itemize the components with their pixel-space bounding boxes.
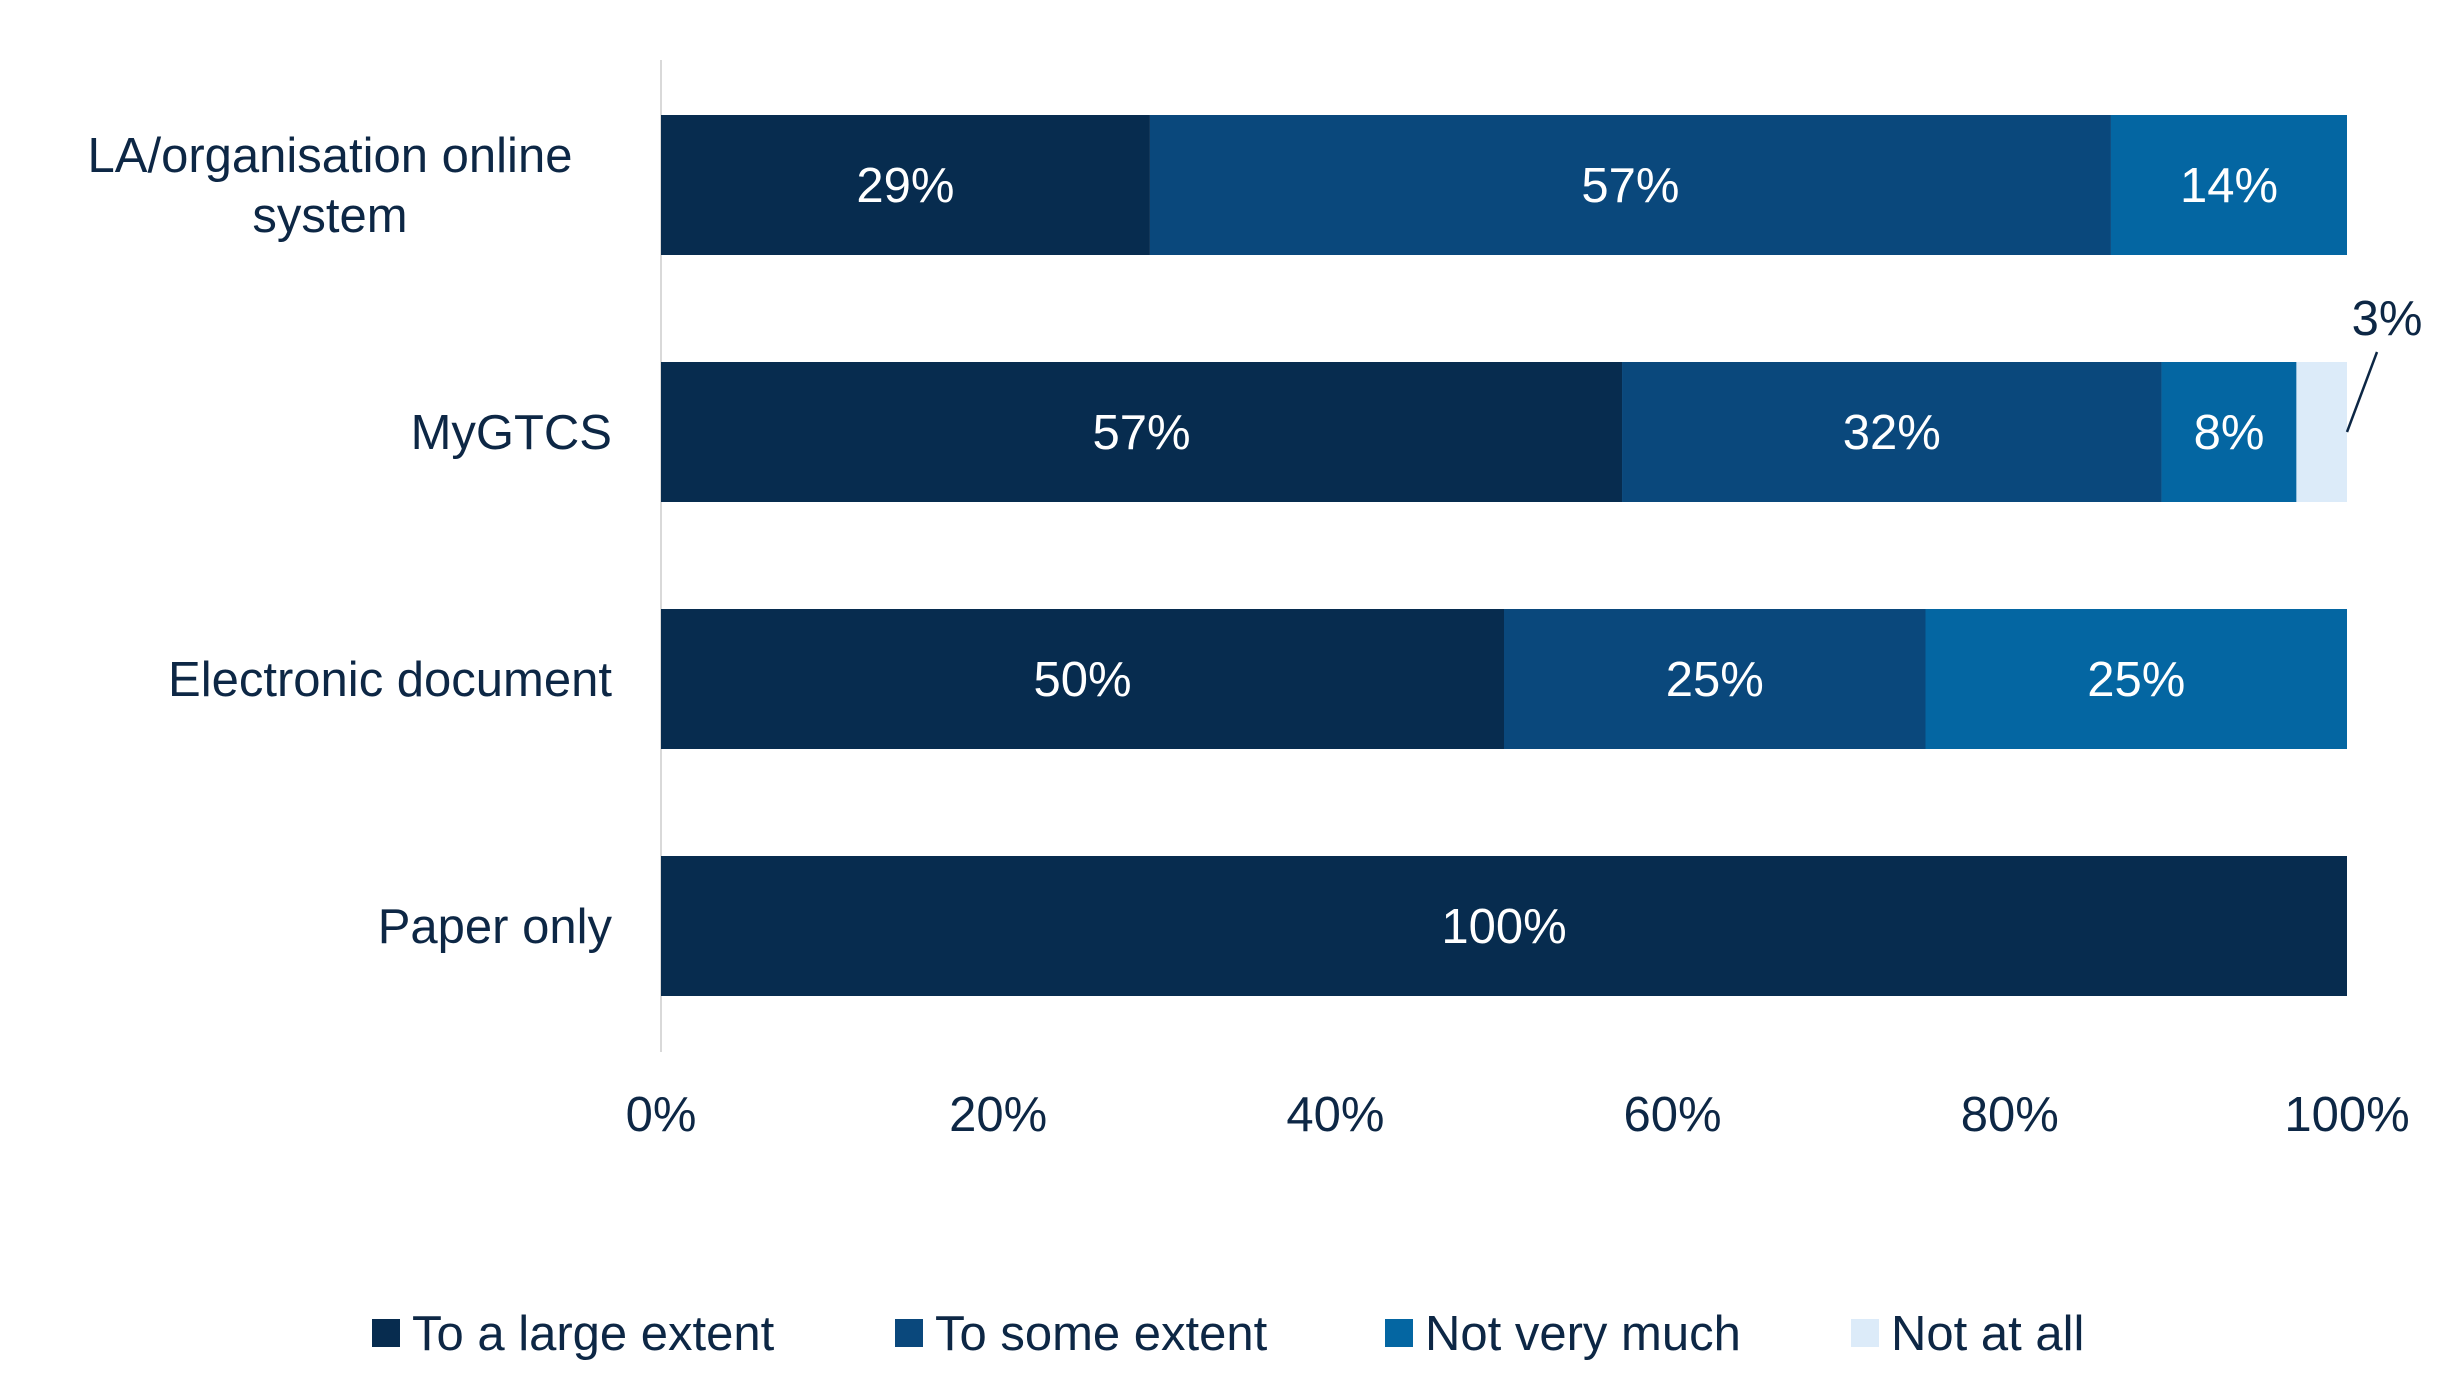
- data-label-leader-line: [2345, 351, 2379, 433]
- bar-segments: 29% 57% 14% 57% 32% 8% 3% 50% 25% 25% 100%: [661, 115, 2422, 996]
- legend-label: To some extent: [935, 1307, 1268, 1361]
- data-label: 50%: [1033, 653, 1131, 707]
- bar-segment: [1504, 609, 1926, 749]
- data-label: 14%: [2180, 159, 2278, 213]
- bar-segment: [2296, 362, 2347, 502]
- data-label: 57%: [1092, 406, 1190, 460]
- x-tick-label: 60%: [1624, 1088, 1722, 1142]
- bar-segment: [661, 609, 1504, 749]
- bar-segment: [2110, 115, 2347, 255]
- category-label: Paper only: [378, 900, 613, 954]
- data-label: 8%: [2194, 406, 2265, 460]
- legend-swatch: [895, 1319, 923, 1347]
- data-label: 3%: [2352, 292, 2423, 346]
- bar-segment: [661, 115, 1150, 255]
- legend-swatch: [1385, 1319, 1413, 1347]
- data-label: 25%: [2087, 653, 2185, 707]
- x-tick-label: 20%: [949, 1088, 1047, 1142]
- legend-label: Not at all: [1891, 1307, 2084, 1361]
- bar-segment: [1925, 609, 2347, 749]
- bar-segment: [661, 362, 1623, 502]
- data-label: 57%: [1581, 159, 1679, 213]
- category-label: LA/organisation online system: [88, 129, 573, 243]
- bar-segment: [2161, 362, 2297, 502]
- x-tick-label: 0%: [626, 1088, 697, 1142]
- bar-segment: [1622, 362, 2162, 502]
- category-labels: LA/organisation online system MyGTCS Electr…: [88, 129, 613, 954]
- bar-segment: [1149, 115, 2111, 255]
- legend-label: To a large extent: [412, 1307, 775, 1361]
- legend-label: Not very much: [1425, 1307, 1741, 1361]
- legend: To a large extent To some extent Not very …: [372, 1307, 2084, 1361]
- data-label: 25%: [1666, 653, 1764, 707]
- x-tick-label: 100%: [2284, 1088, 2409, 1142]
- data-label: 29%: [856, 159, 954, 213]
- data-label: 32%: [1843, 406, 1941, 460]
- x-axis-tick-labels: 0% 20% 40% 60% 80% 100%: [626, 1088, 2410, 1142]
- legend-swatch: [372, 1319, 400, 1347]
- category-label: Electronic document: [168, 653, 612, 707]
- data-label: 100%: [1441, 900, 1566, 954]
- bar-segment: [661, 856, 2347, 996]
- legend-swatch: [1851, 1319, 1879, 1347]
- x-tick-label: 40%: [1286, 1088, 1384, 1142]
- x-tick-label: 80%: [1961, 1088, 2059, 1142]
- category-label: MyGTCS: [411, 406, 612, 460]
